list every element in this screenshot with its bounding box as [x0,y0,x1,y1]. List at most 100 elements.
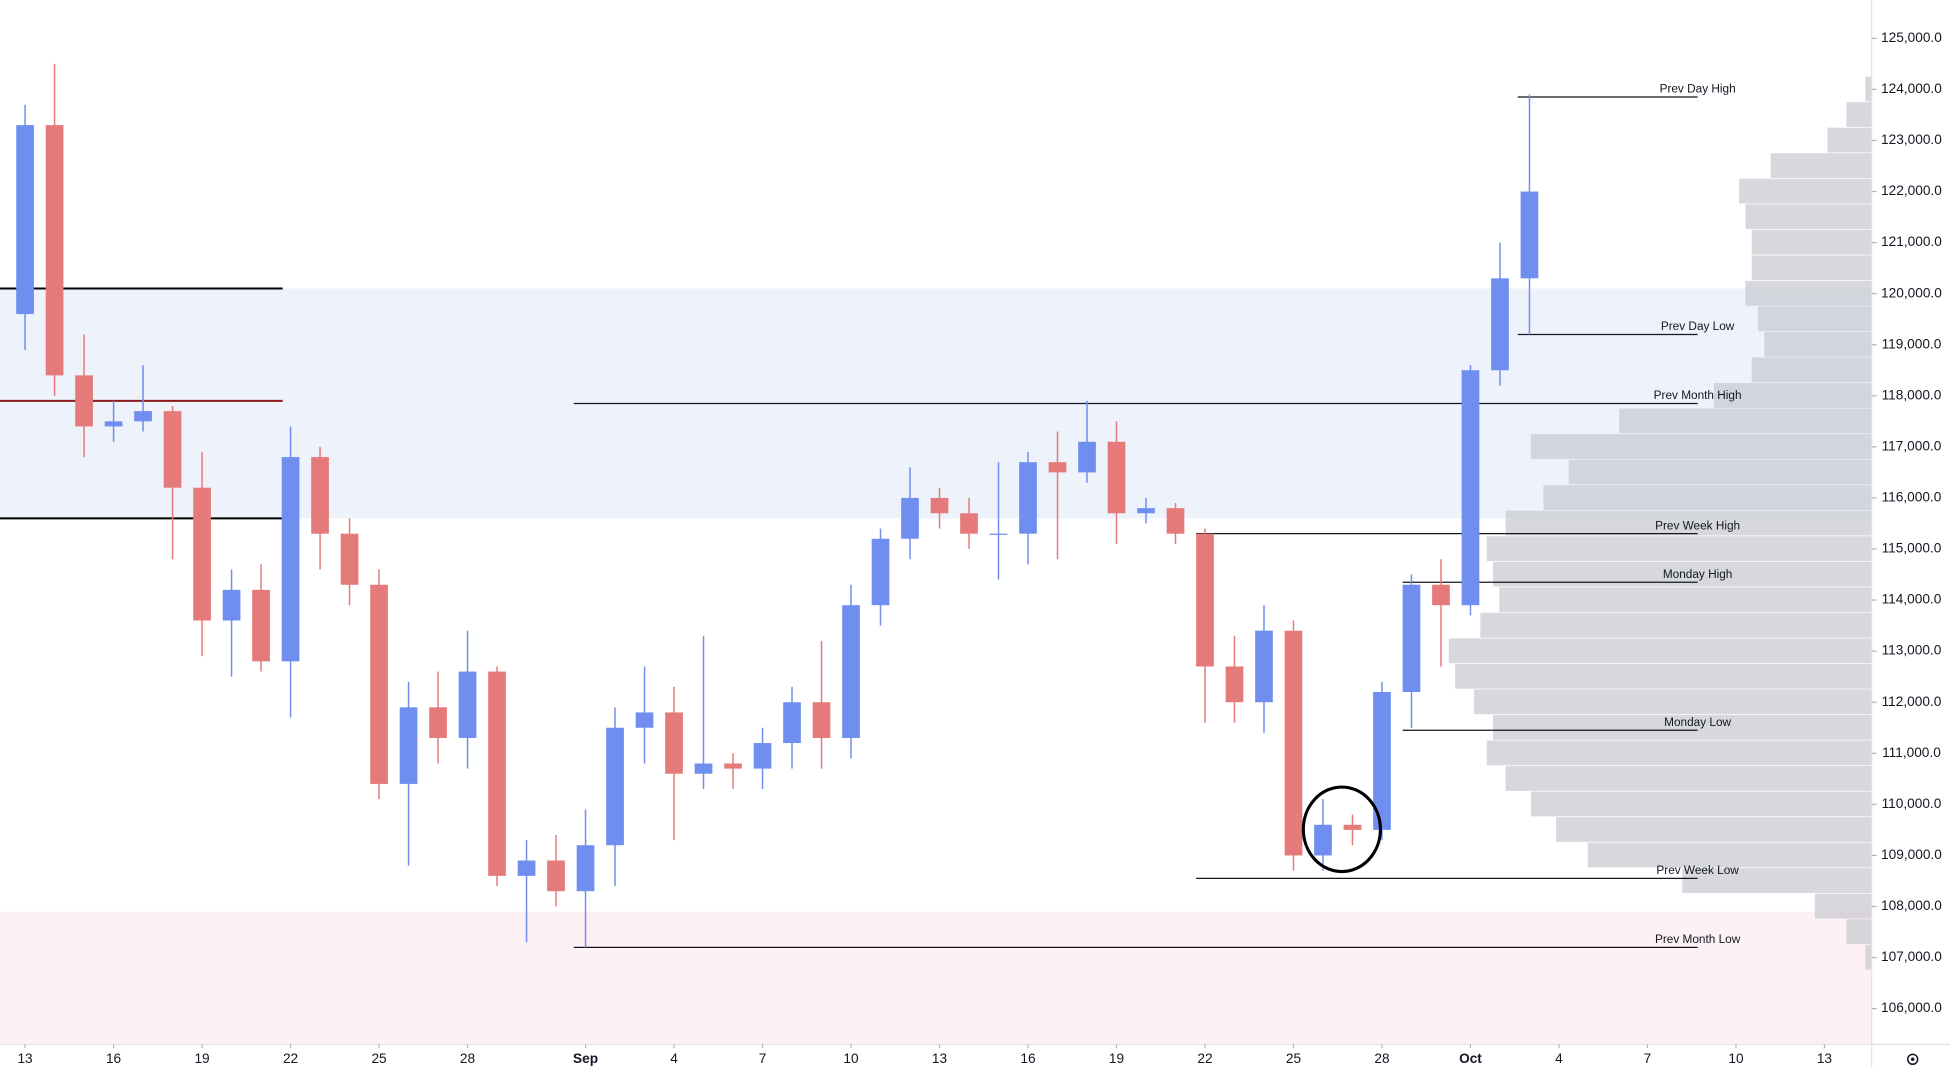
candle-body [1137,508,1155,514]
candle-body [75,375,93,427]
y-tick-label: 122,000.0 [1881,183,1942,198]
x-tick-label: 4 [1555,1051,1563,1066]
candle-body [1166,508,1185,534]
volume-bar [1543,485,1872,510]
volume-bar [1448,638,1872,664]
candle-body [1107,441,1126,514]
level-label: Prev Week Low [1656,863,1739,877]
volume-bar [1499,587,1872,613]
candle-body [517,860,536,876]
candle-body [1343,824,1362,830]
candle-body [45,125,64,376]
level-label: Monday High [1663,567,1733,581]
x-tick-label: 16 [106,1051,121,1066]
candle-body [547,860,565,892]
candle-body [576,845,595,892]
y-tick-label: 121,000.0 [1881,234,1942,249]
y-tick-label: 115,000.0 [1882,541,1942,556]
volume-bar [1846,102,1872,127]
y-tick-label: 113,000.0 [1882,643,1942,658]
x-tick-label: 28 [460,1051,475,1066]
candle-body [1078,441,1096,473]
candle-body [488,671,506,876]
volume-bar [1480,612,1872,638]
y-tick-label: 120,000.0 [1881,285,1942,300]
level-label: Prev Month High [1654,388,1742,402]
x-tick-label: 10 [843,1051,859,1066]
candle-body [222,589,241,621]
zone [0,911,1872,1045]
volume-bar [1713,383,1872,408]
candle-body [930,497,949,514]
volume-bar [1486,536,1872,562]
volume-bar [1505,766,1872,791]
candle-body [1520,191,1539,279]
level-label: Prev Day Low [1661,319,1735,333]
x-tick-label: 10 [1728,1051,1744,1066]
y-tick-label: 107,000.0 [1881,949,1942,964]
candle-body [1314,824,1332,856]
candle-body [104,421,123,427]
y-tick-label: 124,000.0 [1881,81,1942,96]
x-tick-label: 13 [17,1051,32,1066]
candle-body [606,727,624,846]
volume-bar [1530,434,1872,459]
y-tick-label: 112,000.0 [1882,694,1942,709]
x-tick-label: Oct [1459,1051,1482,1066]
volume-bar [1814,893,1872,919]
y-tick-label: 114,000.0 [1882,592,1942,607]
candle-body [960,513,978,534]
candle-body [694,763,713,774]
volume-bar [1568,459,1872,485]
volume-bar [1827,127,1872,153]
candle-body [1461,370,1480,606]
candle-body [163,411,182,488]
y-tick-label: 125,000.0 [1881,30,1942,45]
volume-bar [1751,255,1872,281]
volume-bar [1486,740,1872,766]
y-tick-label: 116,000.0 [1882,490,1942,505]
candle-body [458,671,477,738]
candle-body [635,712,654,728]
candle-body [340,533,359,585]
candle-body [370,584,388,784]
volume-bar [1751,357,1872,383]
time-axis [0,1044,1872,1068]
volume-bar [1455,663,1872,689]
x-tick-label: 25 [1286,1051,1302,1066]
candle-body [1491,278,1509,371]
candle-body [193,487,211,621]
volume-bar [1751,229,1872,255]
volume-bar [1865,76,1872,102]
level-label: Prev Month Low [1655,932,1741,946]
price-axis [1871,0,1950,1068]
candle-body [812,702,831,738]
volume-bar [1764,331,1872,357]
candle-body [871,538,890,606]
volume-bar [1770,153,1872,178]
x-tick-label: 7 [1644,1051,1652,1066]
volume-bar [1505,510,1872,536]
y-tick-label: 118,000.0 [1882,387,1942,402]
x-tick-label: 13 [1817,1051,1832,1066]
volume-bar [1492,714,1872,740]
y-tick-label: 109,000.0 [1881,847,1942,862]
candle-body [665,712,683,774]
y-tick-label: 108,000.0 [1881,898,1942,913]
candle-body [281,457,300,662]
volume-bar [1619,408,1872,434]
candle-body [134,411,152,422]
settings-icon[interactable] [1906,1053,1919,1066]
level-label: Prev Day High [1660,82,1736,96]
candle-body [783,702,801,744]
x-tick-label: 16 [1020,1051,1035,1066]
volume-bar [1745,280,1872,306]
y-tick-label: 110,000.0 [1882,796,1942,811]
candle-body [1225,666,1244,703]
x-tick-label: 19 [1109,1051,1124,1066]
x-tick-label: 4 [670,1051,678,1066]
candle-body [311,457,329,534]
candle-body [399,707,418,784]
candle-body [1432,584,1450,606]
candle-body [429,707,447,738]
